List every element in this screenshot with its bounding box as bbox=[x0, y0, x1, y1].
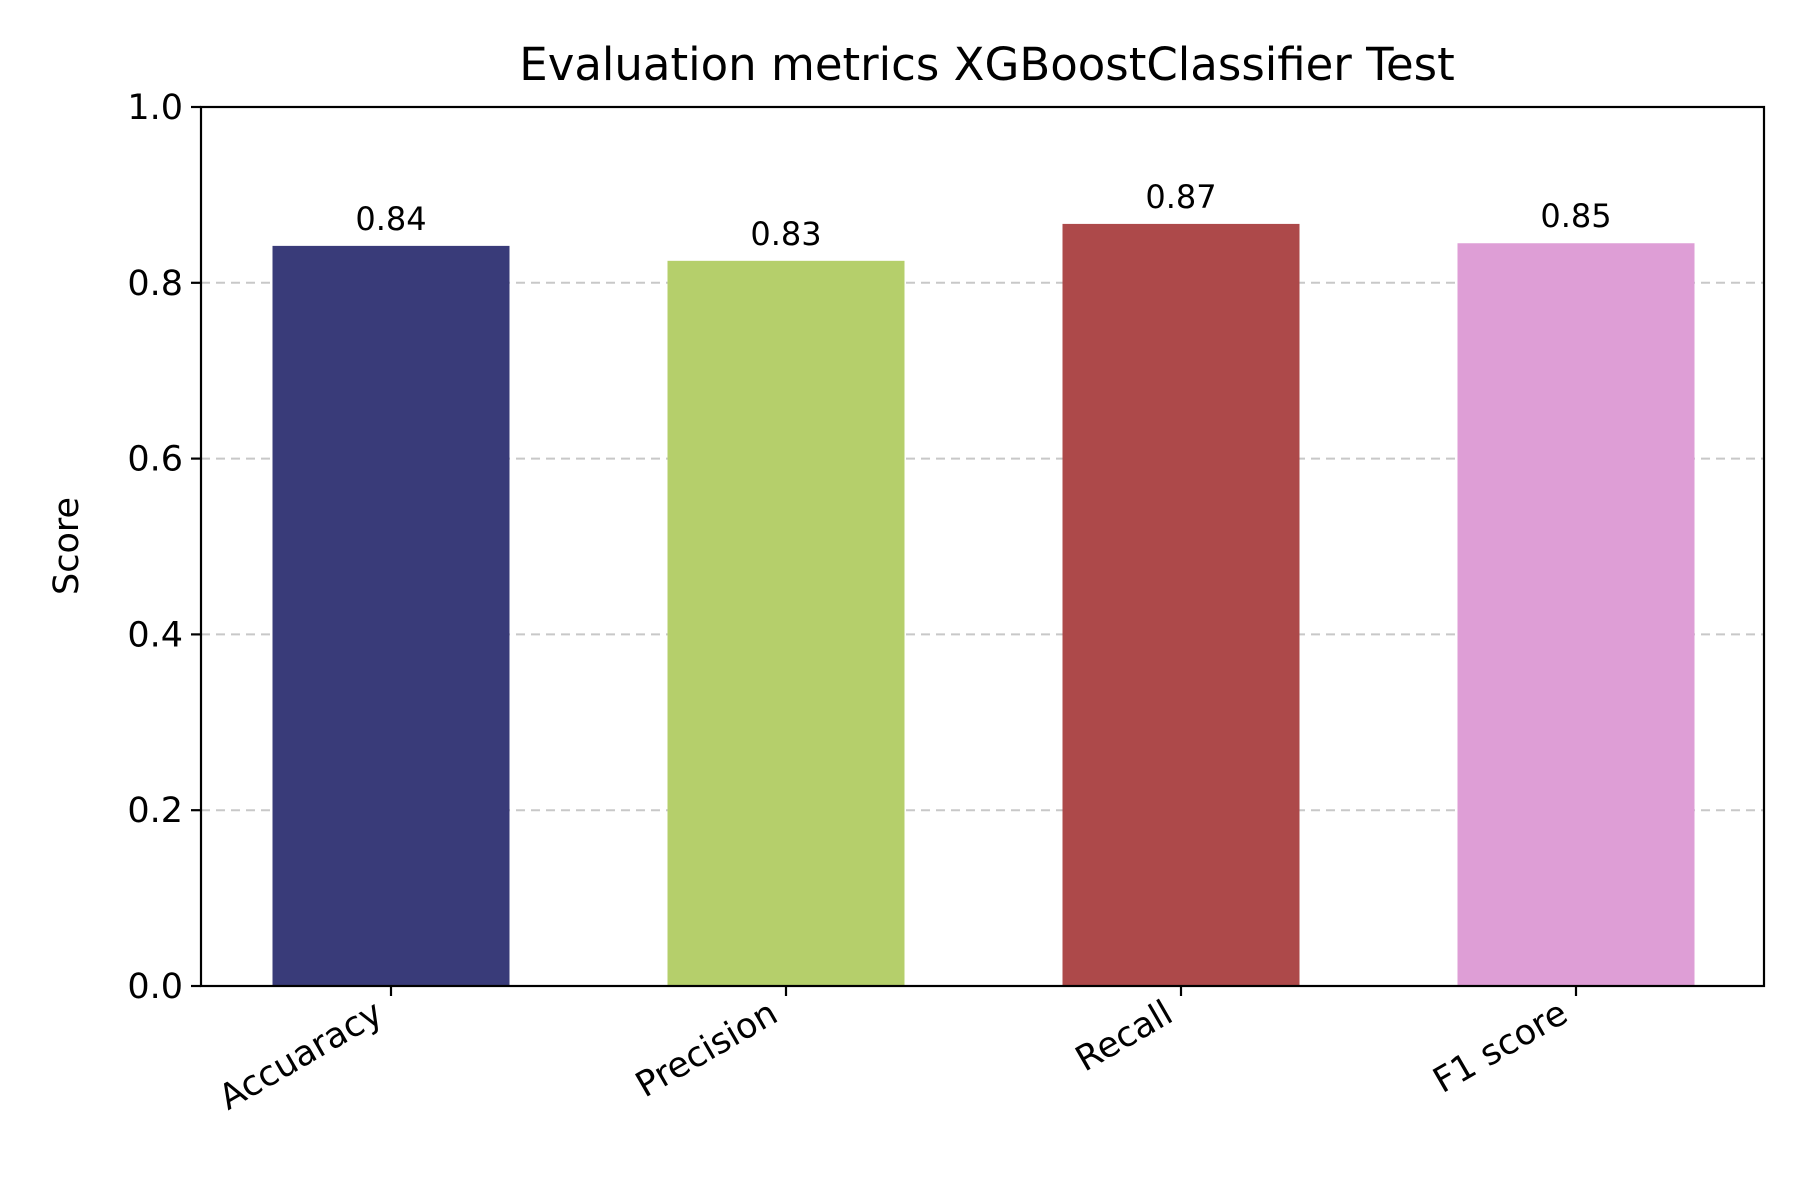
y-axis: 0.0 0.2 0.4 0.6 0.8 1.0 bbox=[127, 88, 201, 1007]
bar-value-label: 0.85 bbox=[1540, 197, 1611, 235]
x-tick-label: Recall bbox=[1069, 993, 1179, 1080]
bar bbox=[1457, 243, 1695, 986]
x-tick-label: Precision bbox=[629, 993, 784, 1106]
data-labels-layer: 0.84 0.83 0.87 0.85 bbox=[355, 178, 1611, 253]
bar-value-label: 0.84 bbox=[355, 200, 426, 238]
y-tick-label: 0.6 bbox=[127, 440, 183, 480]
y-tick-label: 0.4 bbox=[127, 615, 183, 655]
x-axis: Accuaracy Precision Recall F1 score bbox=[213, 986, 1578, 1118]
y-tick-label: 0.0 bbox=[127, 967, 183, 1007]
x-tick-label: F1 score bbox=[1427, 993, 1575, 1101]
bars-layer bbox=[272, 223, 1695, 987]
bar-value-label: 0.87 bbox=[1145, 178, 1216, 216]
y-tick-label: 0.8 bbox=[127, 264, 183, 304]
bar bbox=[272, 245, 510, 986]
y-tick-label: 1.0 bbox=[127, 88, 183, 128]
y-axis-label: Score bbox=[47, 497, 87, 595]
x-tick-label: Accuaracy bbox=[213, 993, 390, 1118]
bar bbox=[667, 260, 905, 986]
y-tick-label: 0.2 bbox=[127, 791, 183, 831]
plot-frame bbox=[199, 105, 1766, 988]
chart-title: Evaluation metrics XGBoostClassifier Tes… bbox=[519, 38, 1454, 91]
bar bbox=[1062, 223, 1300, 987]
bar-value-label: 0.83 bbox=[750, 215, 821, 253]
